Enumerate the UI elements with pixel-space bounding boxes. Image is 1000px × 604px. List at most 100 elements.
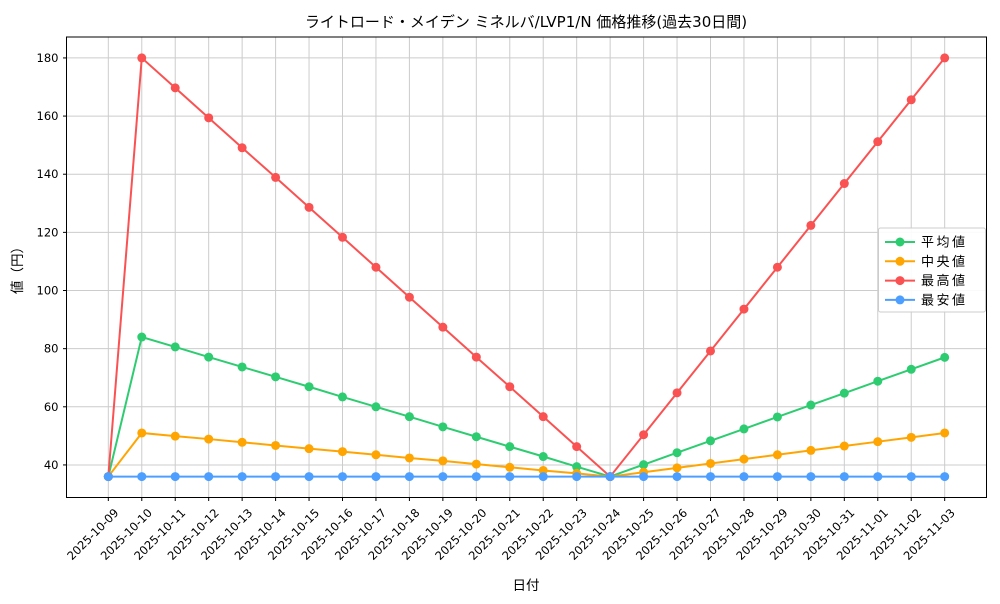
legend-box	[878, 227, 986, 313]
data-point	[739, 454, 749, 464]
data-point	[438, 472, 448, 482]
legend-label: 平均値	[921, 235, 968, 251]
data-point	[137, 332, 147, 342]
series-line	[107, 55, 946, 479]
data-point	[505, 382, 515, 392]
series-layer	[103, 53, 950, 482]
data-point	[338, 232, 347, 242]
data-point	[772, 412, 782, 422]
data-point	[271, 440, 281, 450]
data-point	[204, 472, 214, 482]
data-point	[940, 472, 950, 482]
y-tick-label: 60	[44, 400, 59, 414]
data-point	[940, 53, 950, 63]
data-point	[471, 432, 481, 442]
data-point	[538, 472, 548, 482]
data-point	[806, 472, 816, 482]
data-point	[404, 472, 414, 482]
data-point	[772, 262, 782, 272]
data-point	[371, 262, 381, 272]
data-point	[137, 428, 147, 438]
data-point	[739, 472, 749, 482]
data-point	[538, 452, 548, 462]
y-tick-label: 160	[37, 109, 59, 123]
data-point	[772, 472, 782, 482]
y-tick-label: 120	[37, 225, 59, 239]
legend-marker-icon	[895, 237, 905, 247]
data-point	[170, 83, 180, 93]
data-point	[739, 304, 749, 314]
data-point	[170, 342, 180, 352]
data-point	[404, 412, 414, 422]
data-point	[806, 445, 816, 455]
y-tick-label: 40	[44, 458, 59, 472]
data-point	[739, 424, 749, 434]
data-point	[137, 472, 147, 482]
series-line	[107, 335, 946, 478]
data-point	[639, 430, 649, 440]
data-point	[505, 462, 515, 472]
data-point	[438, 422, 448, 432]
data-point	[672, 448, 682, 458]
data-point	[271, 472, 281, 482]
data-point	[505, 442, 515, 452]
data-point	[304, 472, 314, 482]
data-point	[204, 352, 214, 362]
x-axis-label: 日付	[513, 578, 540, 594]
data-point	[271, 172, 281, 182]
data-point	[839, 179, 849, 189]
data-point	[706, 458, 715, 468]
data-point	[271, 372, 281, 382]
data-point	[304, 202, 314, 212]
data-point	[304, 382, 314, 392]
data-point	[204, 434, 214, 444]
data-point	[839, 472, 849, 482]
data-point	[639, 472, 649, 482]
data-point	[906, 432, 916, 442]
data-point	[572, 442, 582, 452]
data-point	[906, 95, 916, 105]
data-point	[940, 352, 950, 362]
data-point	[471, 472, 481, 482]
data-point	[572, 462, 582, 472]
chart-title: ライトロード・メイデン ミネルバ/LVP1/N 価格推移(過去30日間)	[305, 13, 747, 31]
data-point	[672, 388, 682, 398]
data-point	[237, 143, 247, 153]
grid-layer	[66, 37, 987, 498]
data-point	[371, 402, 381, 412]
data-point	[371, 450, 381, 460]
data-point	[204, 113, 214, 123]
data-point	[404, 292, 414, 302]
data-point	[806, 220, 816, 230]
data-point	[137, 53, 147, 63]
y-tick-label: 100	[37, 284, 59, 298]
data-point	[338, 472, 347, 482]
data-point	[338, 392, 347, 402]
data-point	[839, 388, 849, 398]
data-point	[404, 453, 414, 463]
data-point	[940, 428, 950, 438]
data-point	[906, 472, 916, 482]
data-point	[371, 472, 381, 482]
legend-marker-icon	[895, 295, 905, 305]
legend-label: 最安値	[921, 292, 968, 308]
data-point	[237, 472, 247, 482]
data-point	[237, 362, 247, 372]
data-point	[672, 463, 682, 473]
data-point	[706, 472, 715, 482]
data-point	[438, 322, 448, 332]
legend-label: 中央値	[921, 254, 968, 270]
data-point	[605, 472, 615, 482]
data-point	[839, 441, 849, 451]
data-point	[103, 472, 113, 482]
data-point	[873, 137, 883, 147]
data-point	[338, 447, 347, 457]
data-point	[706, 346, 715, 356]
data-point	[772, 450, 782, 460]
data-point	[806, 400, 816, 410]
legend-marker-icon	[895, 276, 905, 286]
data-point	[471, 459, 481, 469]
